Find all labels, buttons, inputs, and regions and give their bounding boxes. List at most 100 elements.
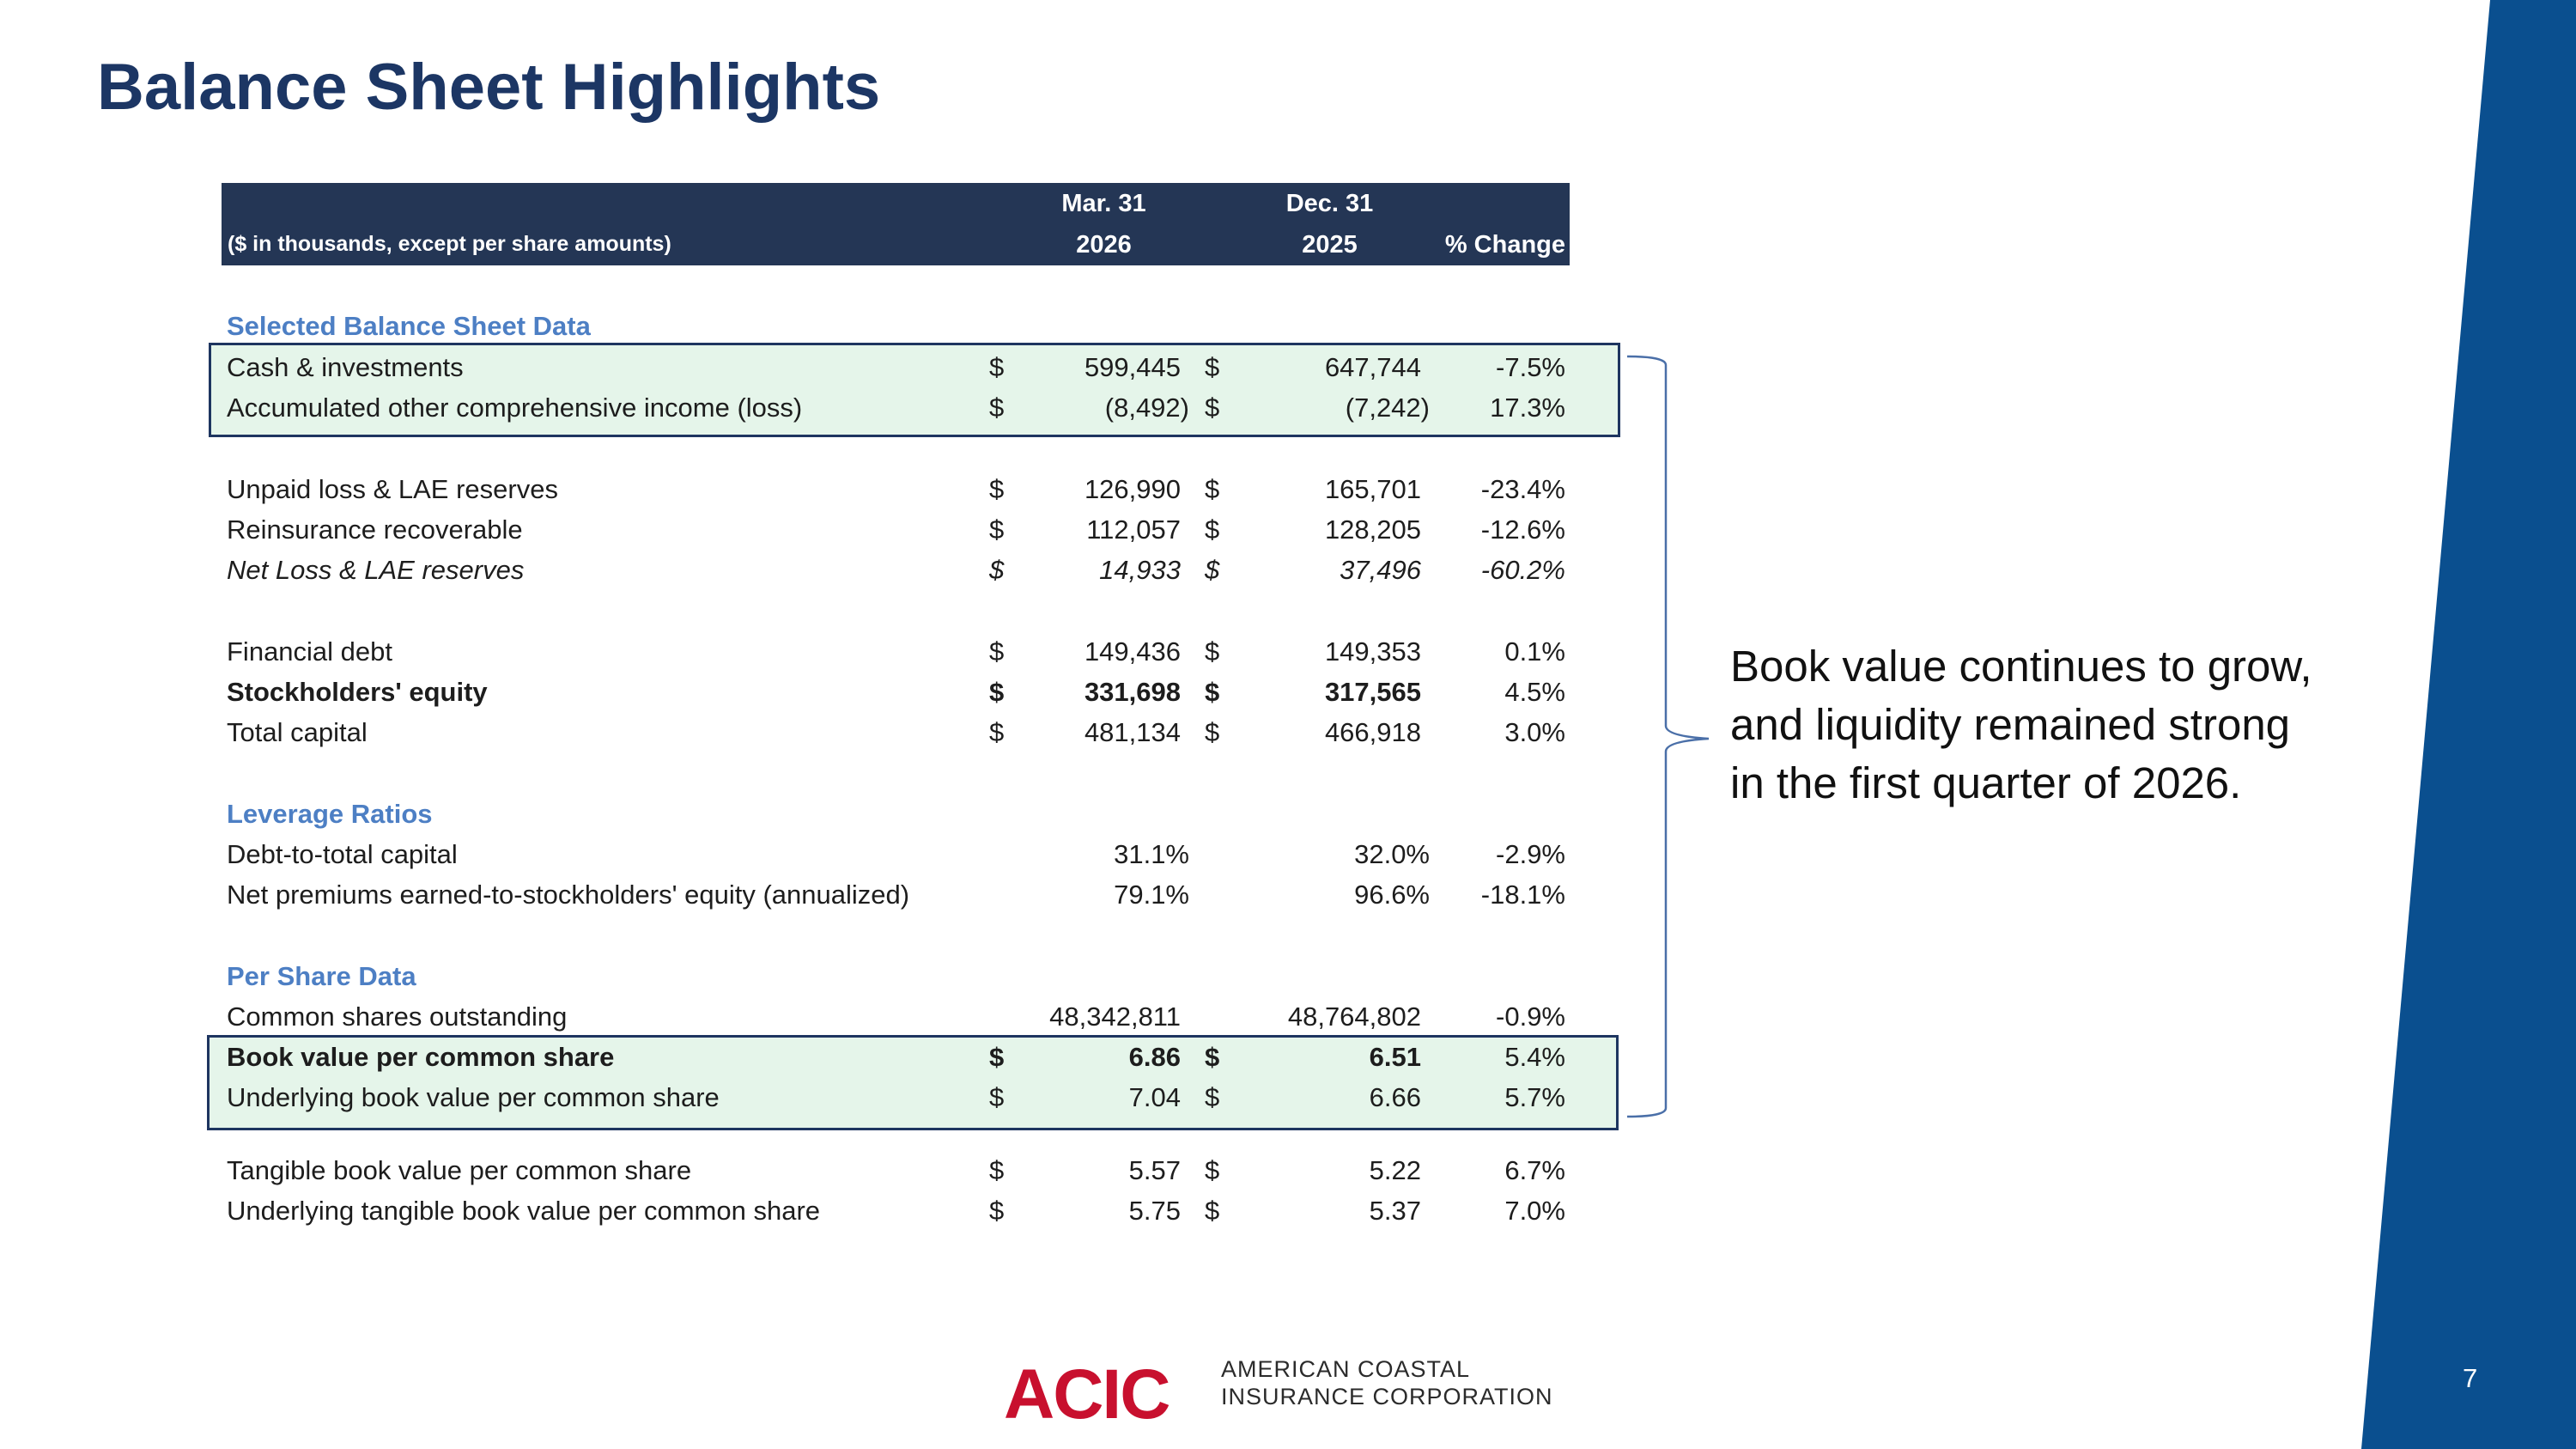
row-change: 5.7% bbox=[1504, 1082, 1565, 1112]
row-currency-2: $ bbox=[1205, 1082, 1220, 1112]
row-value-1: 14,933 bbox=[1099, 555, 1181, 585]
row-label: Financial debt bbox=[227, 636, 393, 667]
header-col1-line2: 2026 bbox=[1076, 231, 1132, 259]
row-value-2: 466,918 bbox=[1324, 717, 1421, 747]
row-value-2: (7,242) bbox=[1345, 393, 1430, 423]
callout-line: Book value continues to grow, bbox=[1730, 642, 2312, 691]
row-label: Total capital bbox=[227, 717, 368, 747]
row-value-2: 5.37 bbox=[1369, 1196, 1421, 1226]
row-value-1: 31.1% bbox=[1114, 839, 1189, 869]
row-label: Underlying tangible book value per commo… bbox=[227, 1196, 821, 1226]
row-value-2: 48,764,802 bbox=[1287, 1002, 1421, 1032]
row-value-1: 331,698 bbox=[1084, 677, 1181, 707]
row-change: -18.1% bbox=[1480, 880, 1565, 910]
row-value-2: 96.6% bbox=[1354, 880, 1430, 910]
row-currency-2: $ bbox=[1205, 636, 1220, 667]
row-value-2: 647,744 bbox=[1324, 352, 1421, 382]
row-change: 0.1% bbox=[1504, 636, 1565, 667]
row-value-2: 128,205 bbox=[1324, 514, 1421, 545]
row-change: -0.9% bbox=[1496, 1002, 1565, 1032]
row-currency-2: $ bbox=[1205, 514, 1220, 545]
row-value-1: 6.86 bbox=[1128, 1042, 1181, 1072]
row-change: -60.2% bbox=[1480, 555, 1565, 585]
row-change: 5.4% bbox=[1504, 1042, 1565, 1072]
row-currency-1: $ bbox=[989, 717, 1005, 747]
company-name-line: INSURANCE CORPORATION bbox=[1221, 1384, 1553, 1409]
row-currency-2: $ bbox=[1205, 555, 1220, 585]
page-number: 7 bbox=[2463, 1363, 2478, 1393]
row-label: Underlying book value per common share bbox=[227, 1082, 720, 1112]
row-value-1: 481,134 bbox=[1084, 717, 1181, 747]
row-value-1: 7.04 bbox=[1128, 1082, 1181, 1112]
callout-text: Book value continues to grow, and liquid… bbox=[1730, 637, 2312, 813]
row-currency-2: $ bbox=[1205, 352, 1220, 382]
header-col2-line2: 2025 bbox=[1302, 231, 1358, 259]
row-label: Net premiums earned-to-stockholders' equ… bbox=[227, 880, 910, 910]
row-currency-1: $ bbox=[989, 1082, 1005, 1112]
row-label: Tangible book value per common share bbox=[227, 1155, 692, 1185]
row-currency-2: $ bbox=[1205, 1155, 1220, 1185]
page-title: Balance Sheet Highlights bbox=[97, 51, 881, 124]
row-change: 6.7% bbox=[1504, 1155, 1565, 1185]
row-value-1: 599,445 bbox=[1084, 352, 1181, 382]
row-currency-2: $ bbox=[1205, 1196, 1220, 1226]
row-value-1: 112,057 bbox=[1086, 514, 1181, 545]
row-currency-2: $ bbox=[1205, 717, 1220, 747]
header-change: % Change bbox=[1444, 231, 1565, 259]
header-units-label: ($ in thousands, except per share amount… bbox=[228, 232, 671, 256]
row-value-1: 5.57 bbox=[1128, 1155, 1181, 1185]
row-currency-1: $ bbox=[989, 1042, 1005, 1072]
row-change: -2.9% bbox=[1496, 839, 1565, 869]
company-name-line: AMERICAN COASTAL bbox=[1221, 1356, 1471, 1382]
row-currency-1: $ bbox=[989, 474, 1005, 504]
highlight-box-book-value bbox=[207, 1035, 1619, 1130]
header-col2-line1: Dec. 31 bbox=[1285, 190, 1374, 217]
row-value-2: 149,353 bbox=[1324, 636, 1421, 667]
row-change: -23.4% bbox=[1480, 474, 1565, 504]
row-label: Unpaid loss & LAE reserves bbox=[227, 474, 558, 504]
row-currency-1: $ bbox=[989, 1196, 1005, 1226]
row-value-2: 32.0% bbox=[1354, 839, 1430, 869]
row-value-2: 317,565 bbox=[1324, 677, 1421, 707]
row-value-1: 48,342,811 bbox=[1049, 1002, 1181, 1032]
acic-logo-mark: ACIC bbox=[1004, 1355, 1170, 1434]
row-value-1: 149,436 bbox=[1084, 636, 1181, 667]
row-change: 4.5% bbox=[1504, 677, 1565, 707]
row-currency-1: $ bbox=[989, 636, 1005, 667]
row-value-1: 126,990 bbox=[1084, 474, 1181, 504]
row-currency-2: $ bbox=[1205, 1042, 1220, 1072]
highlight-box-cash bbox=[209, 343, 1620, 437]
table-header: ($ in thousands, except per share amount… bbox=[222, 183, 1570, 265]
company-name: AMERICAN COASTAL INSURANCE CORPORATION bbox=[1221, 1355, 1553, 1410]
row-value-1: (8,492) bbox=[1104, 393, 1189, 423]
row-label: Book value per common share bbox=[227, 1042, 615, 1072]
row-label: Stockholders' equity bbox=[227, 677, 488, 707]
callout-line: and liquidity remained strong bbox=[1730, 700, 2291, 749]
callout-bracket bbox=[1626, 355, 1710, 1118]
row-currency-2: $ bbox=[1205, 677, 1220, 707]
row-change: -7.5% bbox=[1496, 352, 1565, 382]
callout-line: in the first quarter of 2026. bbox=[1730, 758, 2242, 807]
row-currency-1: $ bbox=[989, 677, 1005, 707]
row-currency-1: $ bbox=[989, 393, 1005, 423]
row-label: Debt-to-total capital bbox=[227, 839, 458, 869]
row-currency-1: $ bbox=[989, 352, 1005, 382]
row-currency-1: $ bbox=[989, 1155, 1005, 1185]
row-change: 7.0% bbox=[1504, 1196, 1565, 1226]
row-label: Accumulated other comprehensive income (… bbox=[227, 393, 803, 423]
section-title-balance-sheet: Selected Balance Sheet Data bbox=[227, 311, 591, 341]
row-value-2: 37,496 bbox=[1340, 555, 1421, 585]
row-value-1: 5.75 bbox=[1128, 1196, 1181, 1226]
row-label: Reinsurance recoverable bbox=[227, 514, 523, 545]
row-label: Common shares outstanding bbox=[227, 1002, 568, 1032]
section-title-leverage: Leverage Ratios bbox=[227, 799, 433, 829]
row-value-1: 79.1% bbox=[1114, 880, 1189, 910]
row-value-2: 165,701 bbox=[1324, 474, 1421, 504]
row-currency-1: $ bbox=[989, 555, 1005, 585]
section-title-per-share: Per Share Data bbox=[227, 961, 416, 991]
row-label: Net Loss & LAE reserves bbox=[227, 555, 525, 585]
row-value-2: 6.66 bbox=[1369, 1082, 1421, 1112]
row-change: 17.3% bbox=[1490, 393, 1565, 423]
row-value-2: 5.22 bbox=[1369, 1155, 1421, 1185]
